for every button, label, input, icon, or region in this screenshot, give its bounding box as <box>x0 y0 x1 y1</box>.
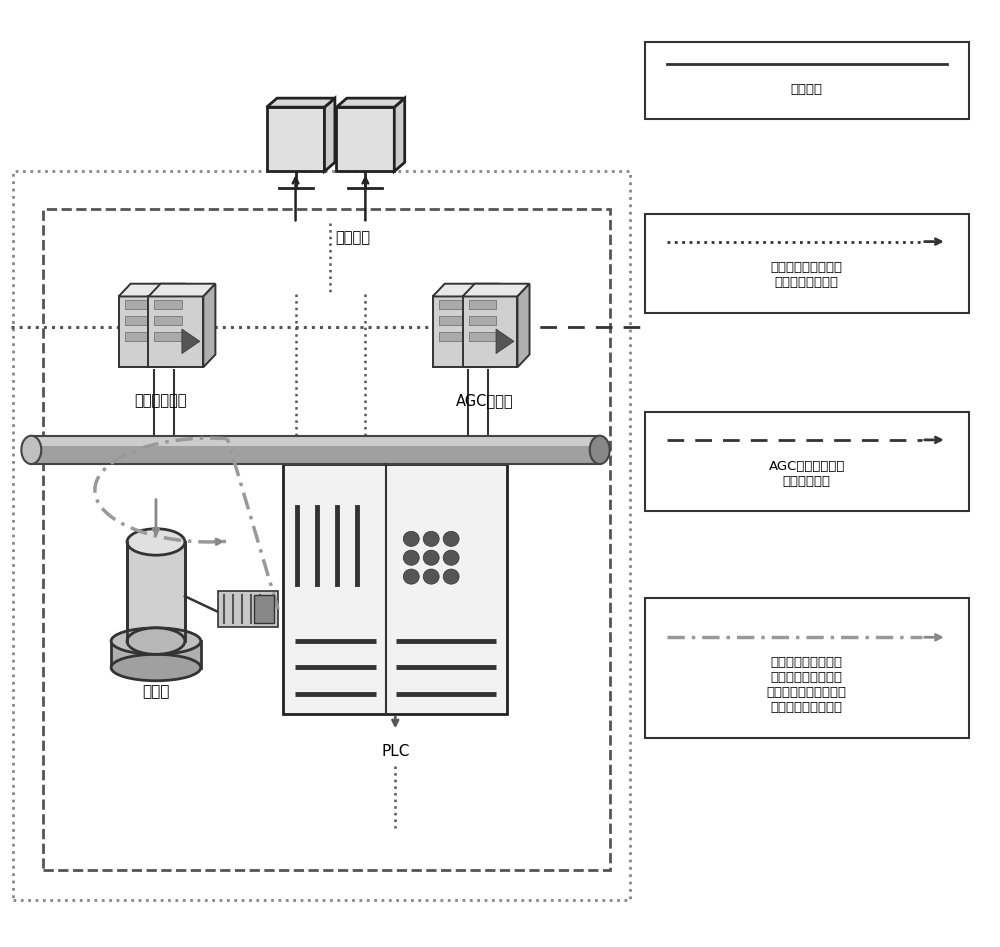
Polygon shape <box>488 284 500 367</box>
Bar <box>154 332 182 341</box>
Polygon shape <box>466 329 484 353</box>
Circle shape <box>403 531 419 546</box>
Ellipse shape <box>111 628 201 654</box>
Polygon shape <box>203 284 215 367</box>
Polygon shape <box>517 284 530 367</box>
Text: 运行人员设定的单机
有功设定値以及机组
自动开停机流程调整有
功功率至基荷数据流: 运行人员设定的单机 有功设定値以及机组 自动开停机流程调整有 功功率至基荷数据流 <box>767 655 847 714</box>
Polygon shape <box>433 284 500 296</box>
Bar <box>336 107 394 171</box>
Bar <box>119 296 173 367</box>
Polygon shape <box>496 329 514 353</box>
Polygon shape <box>463 284 530 296</box>
Polygon shape <box>182 329 200 353</box>
Bar <box>218 591 278 627</box>
Polygon shape <box>148 284 215 296</box>
Text: AGC服务器: AGC服务器 <box>456 393 514 408</box>
Bar <box>31 436 600 464</box>
Bar <box>31 436 600 446</box>
Circle shape <box>423 569 439 584</box>
Bar <box>267 107 324 171</box>
Ellipse shape <box>111 654 201 681</box>
Bar <box>469 316 496 325</box>
Circle shape <box>443 569 459 584</box>
Bar <box>645 42 969 119</box>
Bar <box>125 316 152 325</box>
Bar <box>148 296 203 367</box>
Polygon shape <box>152 329 170 353</box>
Circle shape <box>443 531 459 546</box>
Bar <box>645 214 969 313</box>
Bar <box>125 300 152 309</box>
Bar <box>463 296 517 367</box>
Ellipse shape <box>127 528 185 555</box>
Bar <box>469 332 496 341</box>
Polygon shape <box>336 98 405 107</box>
Polygon shape <box>119 284 185 296</box>
Bar <box>154 316 182 325</box>
Text: 拓扑连接: 拓扑连接 <box>791 83 823 97</box>
Circle shape <box>423 531 439 546</box>
Circle shape <box>403 550 419 565</box>
Bar <box>254 595 274 623</box>
Text: AGC分配单机有功
设定値数据流: AGC分配单机有功 设定値数据流 <box>768 459 845 488</box>
Ellipse shape <box>21 436 41 464</box>
Bar <box>439 300 466 309</box>
Polygon shape <box>394 98 405 171</box>
Bar <box>127 542 185 641</box>
Text: 运行人员设定的单机
有功设定値数据流: 运行人员设定的单机 有功设定値数据流 <box>771 261 843 289</box>
Bar <box>125 332 152 341</box>
Bar <box>645 412 969 511</box>
Bar <box>154 300 182 309</box>
Bar <box>31 436 600 464</box>
Bar <box>283 464 507 714</box>
Polygon shape <box>267 98 335 107</box>
Bar <box>439 332 466 341</box>
Bar <box>439 316 466 325</box>
Ellipse shape <box>590 436 610 464</box>
Circle shape <box>423 550 439 565</box>
Bar <box>469 300 496 309</box>
Bar <box>645 599 969 738</box>
Ellipse shape <box>127 628 185 654</box>
Circle shape <box>443 550 459 565</box>
Circle shape <box>403 569 419 584</box>
Text: 操作员站: 操作员站 <box>335 230 370 245</box>
Polygon shape <box>324 98 335 171</box>
Text: 调速器: 调速器 <box>142 685 170 700</box>
Bar <box>433 296 488 367</box>
Polygon shape <box>173 284 185 367</box>
Bar <box>111 641 201 668</box>
Text: PLC: PLC <box>381 744 409 759</box>
Text: 数据主服务器: 数据主服务器 <box>135 393 187 408</box>
